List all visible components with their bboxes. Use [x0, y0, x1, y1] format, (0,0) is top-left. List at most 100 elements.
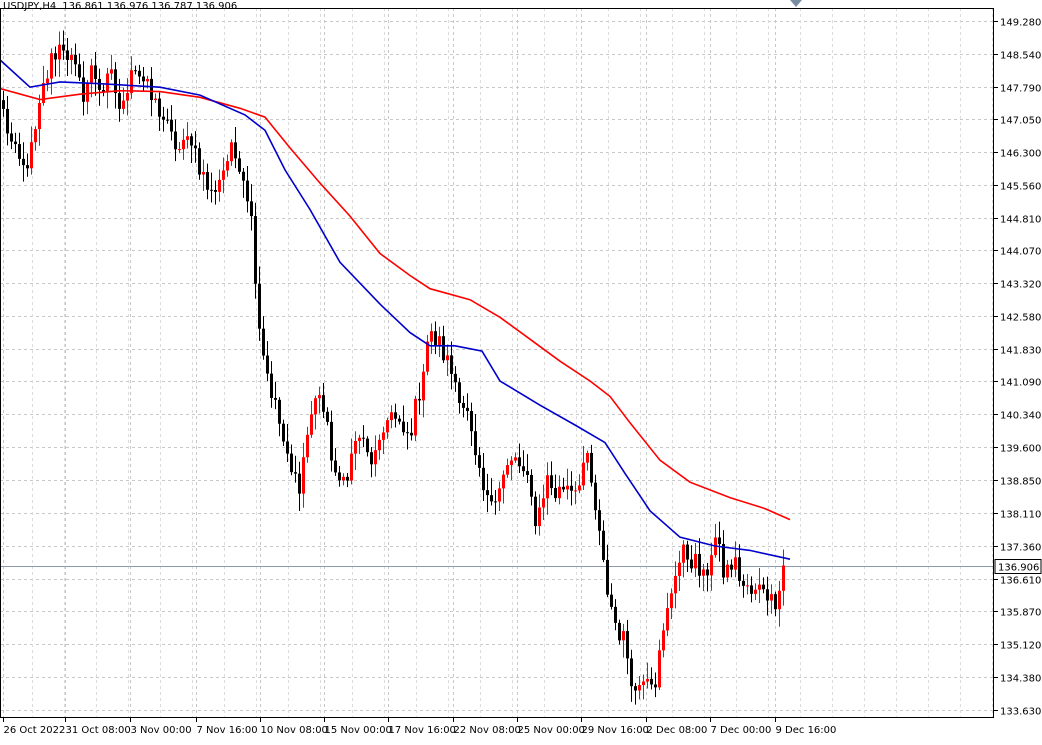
candle	[354, 431, 357, 470]
candle	[10, 122, 13, 150]
candle-body	[234, 142, 237, 159]
candle	[66, 37, 69, 76]
candle	[454, 366, 457, 392]
candle	[606, 544, 609, 598]
x-tick-label: 29 Nov 16:00	[582, 725, 649, 736]
candle-body	[258, 283, 261, 329]
y-tick-label: 141.830	[1000, 346, 1041, 357]
candle-body	[242, 171, 245, 181]
candle-body	[398, 418, 401, 422]
candle-body	[454, 373, 457, 383]
candle	[210, 172, 213, 203]
candle-body	[422, 371, 425, 401]
candle	[546, 462, 549, 515]
candle-body	[598, 510, 601, 531]
candle-body	[622, 631, 625, 641]
candle-body	[138, 70, 141, 77]
candle-body	[758, 584, 761, 590]
candle-body	[526, 471, 529, 475]
candle	[86, 79, 89, 115]
axes: 149.280 148.540 147.790 147.050 146.300 145.5…	[0, 8, 1042, 736]
candle	[258, 266, 261, 341]
candle-body	[702, 569, 705, 576]
candle-body	[698, 553, 701, 576]
candle	[730, 559, 733, 578]
candle-body	[418, 398, 421, 401]
candle-body	[86, 82, 89, 102]
candle	[334, 448, 337, 476]
candle	[770, 584, 773, 614]
candle	[490, 478, 493, 506]
candle	[94, 51, 97, 96]
candle	[134, 65, 137, 75]
candle-body	[538, 507, 541, 527]
candle-body	[38, 103, 41, 130]
candle-body	[26, 165, 29, 169]
chart-shift-marker-icon[interactable]	[790, 0, 802, 7]
candle	[618, 619, 621, 645]
candle	[626, 619, 629, 675]
candle-body	[10, 133, 13, 142]
candle	[14, 132, 17, 153]
candle-body	[626, 631, 629, 659]
candle	[222, 157, 225, 194]
candle-body	[718, 537, 721, 545]
candle	[458, 377, 461, 414]
candle-body	[90, 65, 93, 83]
candle	[538, 494, 541, 536]
candle	[350, 438, 353, 485]
candle-body	[574, 490, 577, 492]
candle	[482, 453, 485, 501]
candle	[686, 540, 689, 572]
y-tick-label: 135.870	[1000, 608, 1041, 619]
candle-body	[350, 453, 353, 481]
candle	[550, 461, 553, 496]
candle-body	[170, 119, 173, 132]
candle	[118, 78, 121, 122]
candle-body	[334, 460, 337, 473]
candle-body	[674, 575, 677, 594]
candle-body	[310, 414, 313, 435]
candle	[514, 452, 517, 463]
candle-body	[582, 462, 585, 486]
candle	[750, 576, 753, 603]
candle	[142, 66, 145, 92]
candle-body	[230, 142, 233, 162]
candle	[386, 417, 389, 439]
candle-body	[510, 460, 513, 466]
candle-body	[70, 54, 73, 60]
y-tick-label: 139.600	[1000, 444, 1041, 455]
y-tick-label: 138.850	[1000, 477, 1041, 488]
candle	[722, 530, 725, 585]
candle-body	[610, 594, 613, 607]
candle-body	[514, 457, 517, 461]
candle	[30, 126, 33, 175]
y-tick-label: 133.630	[1000, 707, 1041, 718]
candle-body	[590, 452, 593, 483]
candle	[602, 520, 605, 563]
candle	[214, 180, 217, 205]
y-tick-label: 137.360	[1000, 543, 1041, 554]
candle-body	[406, 432, 409, 434]
candle	[446, 344, 449, 377]
candle	[194, 131, 197, 163]
candle-body	[710, 555, 713, 576]
candle-body	[614, 606, 617, 623]
candle-body	[402, 421, 405, 433]
candle-body	[266, 355, 269, 374]
candle	[270, 361, 273, 408]
candle	[174, 119, 177, 162]
candle	[330, 410, 333, 472]
candle-body	[118, 93, 121, 109]
candle-body	[570, 485, 573, 491]
x-tick-label: 2 Dec 08:00	[647, 725, 708, 736]
candle-body	[618, 622, 621, 641]
candle-body	[190, 136, 193, 146]
candle	[186, 122, 189, 149]
candle-body	[66, 50, 69, 60]
y-tick-label: 144.070	[1000, 247, 1041, 258]
candle	[242, 168, 245, 198]
candle-body	[678, 562, 681, 576]
